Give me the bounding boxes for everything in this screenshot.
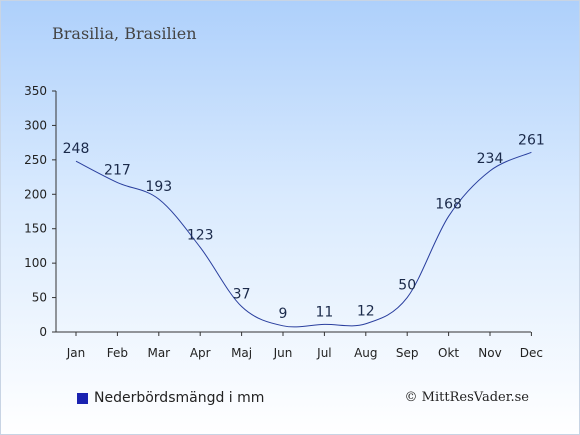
x-tick-label: Jul [316,346,331,360]
x-tick-label: Apr [190,346,211,360]
data-labels: 248 217 193 123 37 9 11 12 50 168 234 261 [63,132,545,322]
legend-swatch [77,392,88,404]
y-tick-label: 100 [24,256,47,270]
data-label: 248 [63,141,90,157]
chart-title: Brasilia, Brasilien [52,24,197,43]
y-tick-label: 250 [24,153,47,167]
data-label: 261 [518,132,545,148]
credit-text: © MittResVader.se [404,390,529,405]
data-label: 12 [357,304,375,320]
legend-label: Nederbördsmängd i mm [94,390,265,406]
x-tick-label: Nov [478,346,501,360]
x-tick-label: Maj [231,346,252,360]
x-tick-label: Jun [273,346,293,360]
x-tick-label: Okt [438,346,459,360]
x-tick-label: Dec [520,346,543,360]
y-tick-label: 50 [32,291,47,305]
data-label: 168 [435,196,462,212]
y-tick-label: 0 [39,325,47,339]
data-label: 11 [315,304,333,320]
y-tick-label: 300 [24,118,47,132]
x-tick-label: Jan [66,346,86,360]
y-tick-label: 200 [24,187,47,201]
x-tick-label: Aug [354,346,377,360]
data-label: 217 [104,163,131,179]
data-label: 37 [233,287,251,303]
data-label: 123 [187,227,214,243]
y-tick-label: 350 [24,84,47,98]
x-ticks: Jan Feb Mar Apr Maj Jun Jul Aug Sep Okt Nov Dec [66,332,543,360]
x-tick-label: Sep [396,346,419,360]
y-tick-label: 150 [24,222,47,236]
legend: Nederbördsmängd i mm [77,390,264,406]
y-ticks: 0 50 100 150 200 250 300 350 [24,84,56,339]
data-label: 193 [145,179,172,195]
series-line [75,151,532,328]
x-tick-label: Mar [147,346,170,360]
data-label: 9 [279,306,288,322]
x-tick-label: Feb [107,346,128,360]
data-label: 234 [477,151,504,167]
data-label: 50 [398,278,416,294]
